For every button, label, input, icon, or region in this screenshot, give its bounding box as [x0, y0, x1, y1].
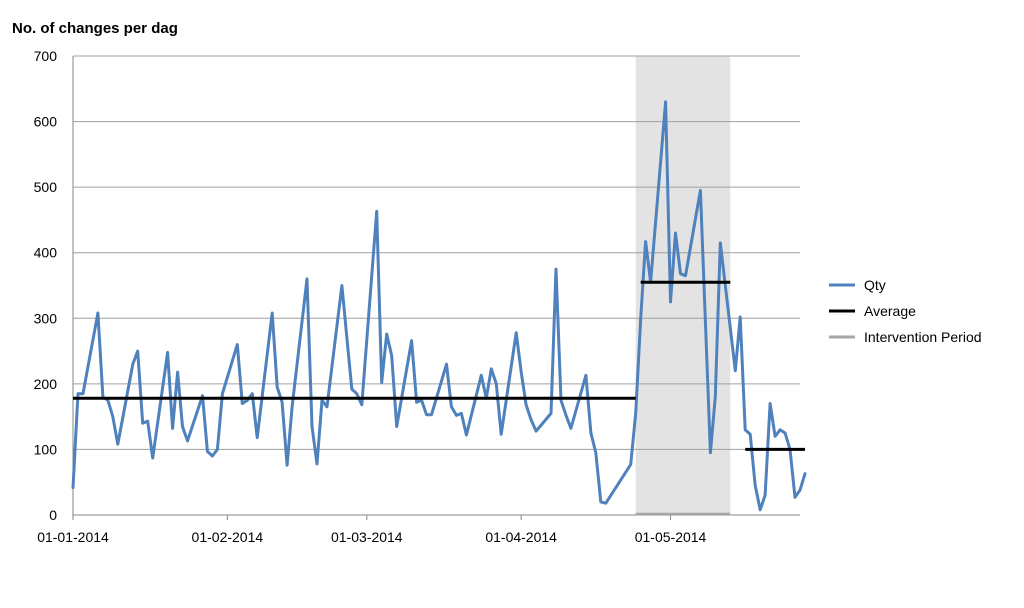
x-tick-label: 01-01-2014	[37, 529, 109, 545]
y-tick-label: 400	[34, 245, 58, 261]
y-tick-label: 500	[34, 179, 58, 195]
series-qty-line	[71, 100, 807, 512]
x-tick-label: 01-04-2014	[485, 529, 557, 545]
x-tick-label: 01-03-2014	[331, 529, 403, 545]
legend-label: Average	[864, 303, 916, 319]
y-tick-label: 700	[34, 48, 58, 64]
y-tick-label: 600	[34, 114, 58, 130]
legend-label: Intervention Period	[864, 329, 982, 345]
y-tick-label: 300	[34, 310, 58, 326]
y-axis-title: No. of changes per dag	[12, 20, 178, 37]
y-tick-label: 200	[34, 376, 58, 392]
y-tick-label: 0	[49, 507, 57, 523]
legend-label: Qty	[864, 277, 886, 293]
y-tick-label: 100	[34, 441, 58, 457]
intervention-shade	[635, 56, 731, 515]
x-tick-label: 01-02-2014	[192, 529, 264, 545]
x-tick-label: 01-05-2014	[635, 529, 707, 545]
